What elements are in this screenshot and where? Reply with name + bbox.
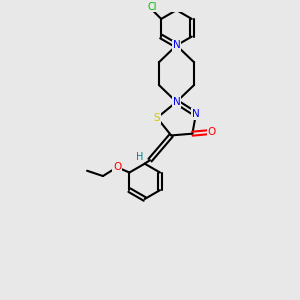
Text: O: O (208, 127, 216, 137)
Text: S: S (154, 113, 160, 123)
Text: N: N (172, 97, 180, 107)
Text: O: O (113, 162, 121, 172)
Text: N: N (192, 109, 200, 119)
Text: N: N (172, 40, 180, 50)
Text: H: H (136, 152, 143, 162)
Text: Cl: Cl (148, 2, 157, 12)
